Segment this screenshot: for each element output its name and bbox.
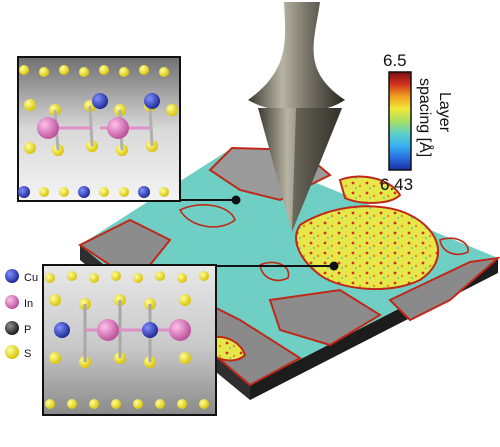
substrate-patch (388, 256, 500, 322)
sulfur-row (19, 65, 169, 77)
bottom-row (18, 186, 169, 198)
element-legend: Cu In P S (5, 269, 38, 360)
colorbar-max-label: 6.5 (383, 51, 407, 70)
legend-item-p: P (5, 321, 31, 336)
sulfur-row (45, 271, 209, 283)
indium-atom (37, 117, 59, 139)
legend-swatch (5, 345, 19, 359)
pointer-dot-bottom (329, 261, 339, 271)
substrate-patch (78, 218, 172, 266)
crystal-structure-top (18, 65, 178, 198)
legend-label-in: In (24, 298, 33, 310)
domain-boundary (178, 204, 236, 228)
legend-swatch (5, 269, 19, 283)
panel-frame (42, 264, 217, 416)
domain-boundary (439, 237, 469, 256)
indium-atom (97, 319, 119, 341)
afm-tip (248, 2, 345, 232)
legend-item-in: In (5, 295, 33, 310)
indium-atom (169, 319, 191, 341)
copper-atom (92, 93, 108, 109)
domain-boundary (259, 261, 290, 282)
legend-item-s: S (5, 345, 31, 360)
high-spacing-domain (338, 175, 402, 204)
colorbar: 6.5 6.43 Layer spacing [Å] (380, 51, 453, 194)
indium-atom (107, 117, 129, 139)
legend-item-cu: Cu (5, 269, 38, 284)
copper-atom (144, 93, 160, 109)
colorbar-bar (388, 71, 412, 171)
colorbar-min-label: 6.43 (380, 175, 413, 194)
legend-label-p: P (24, 324, 31, 336)
bottom-structure-panel (42, 261, 339, 416)
copper-atom (142, 322, 158, 338)
copper-atom (54, 322, 70, 338)
legend-swatch (5, 295, 19, 309)
legend-label-s: S (24, 348, 31, 360)
colorbar-title-line1: Layer (436, 92, 453, 133)
crystal-structure-bottom (45, 271, 209, 409)
pointer-dot-top (231, 195, 241, 205)
substrate-patch (268, 288, 382, 347)
bottom-row (45, 399, 209, 409)
legend-swatch (5, 321, 19, 335)
tip-face (292, 108, 342, 232)
legend-label-cu: Cu (24, 272, 38, 284)
tip-cantilever (248, 2, 345, 112)
top-structure-panel (17, 56, 241, 205)
colorbar-title-line2: spacing [Å] (416, 78, 435, 157)
